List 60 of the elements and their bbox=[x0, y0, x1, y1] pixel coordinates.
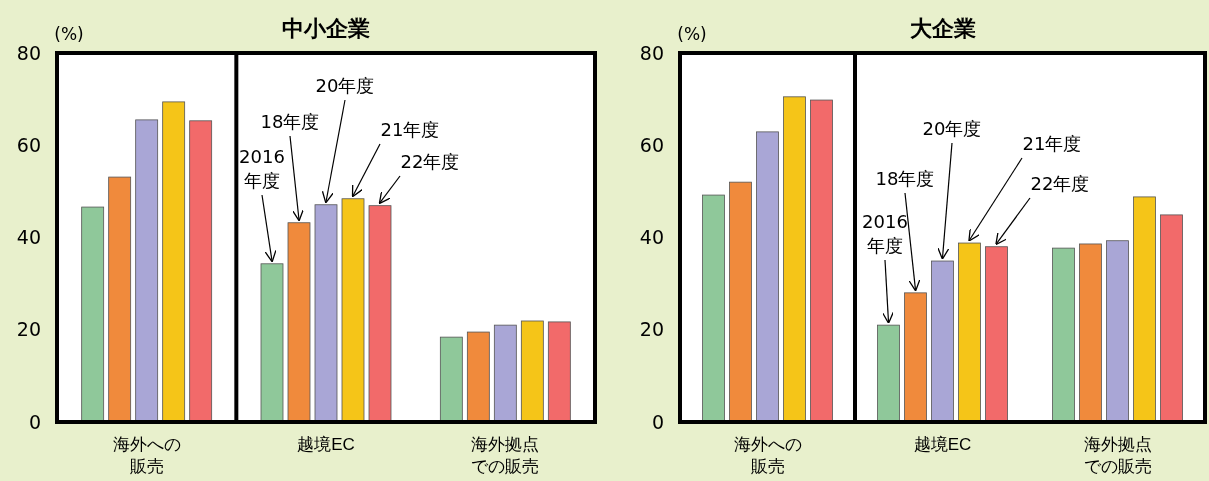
y-tick-label: 40 bbox=[16, 226, 41, 249]
bar bbox=[439, 336, 463, 423]
bar bbox=[162, 101, 186, 423]
text: 21年度 bbox=[380, 119, 440, 140]
bar bbox=[189, 120, 213, 423]
bar bbox=[135, 119, 159, 423]
bar bbox=[547, 321, 571, 423]
text: 18年度 bbox=[875, 168, 935, 189]
text: 2016年度 bbox=[862, 211, 908, 256]
y-tick-label: 80 bbox=[16, 41, 41, 64]
bar bbox=[260, 263, 284, 423]
bar bbox=[729, 181, 752, 423]
text: 21年度 bbox=[1022, 133, 1082, 154]
bar bbox=[493, 324, 517, 423]
bar bbox=[1133, 196, 1156, 423]
text: 18年度 bbox=[260, 111, 320, 132]
bar bbox=[1079, 243, 1102, 423]
x-tick-label: 海外拠点での販売 bbox=[1083, 435, 1152, 476]
y-tick-label: 0 bbox=[28, 410, 41, 433]
bar bbox=[904, 292, 927, 423]
y-tick-label: 40 bbox=[639, 226, 664, 249]
bar bbox=[108, 176, 132, 423]
x-tick-label: 海外への販売 bbox=[733, 435, 802, 476]
y-tick-label: 0 bbox=[651, 410, 664, 433]
chart-title: 大企業 bbox=[909, 16, 976, 41]
bar bbox=[931, 260, 954, 423]
text: 22年度 bbox=[1030, 173, 1090, 194]
chart-title: 中小企業 bbox=[282, 16, 370, 41]
bar bbox=[1052, 247, 1075, 423]
bar bbox=[810, 99, 833, 423]
bar bbox=[756, 131, 779, 423]
bar bbox=[877, 324, 900, 423]
bar bbox=[341, 198, 365, 423]
text: 2016年度 bbox=[239, 146, 285, 191]
y-axis-title: (%) bbox=[677, 24, 707, 44]
y-tick-label: 60 bbox=[16, 133, 41, 156]
bar bbox=[1106, 240, 1129, 423]
y-axis-title: (%) bbox=[54, 24, 84, 44]
x-tick-label: 海外への販売 bbox=[112, 435, 181, 476]
x-tick-label: 海外拠点での販売 bbox=[471, 435, 540, 476]
y-tick-label: 80 bbox=[639, 41, 664, 64]
y-tick-label: 20 bbox=[639, 318, 664, 341]
text: 20年度 bbox=[315, 75, 375, 96]
bar bbox=[702, 194, 725, 423]
bar bbox=[314, 204, 338, 423]
bar bbox=[287, 222, 311, 423]
bar bbox=[368, 205, 392, 423]
bar bbox=[520, 320, 544, 423]
series-label: 22年度 bbox=[400, 151, 460, 172]
x-tick-label: 越境EC bbox=[297, 435, 355, 454]
y-tick-label: 60 bbox=[639, 133, 664, 156]
text: 20年度 bbox=[922, 118, 982, 139]
y-tick-label: 20 bbox=[16, 318, 41, 341]
x-tick-label: 越境EC bbox=[913, 435, 972, 454]
bar bbox=[985, 246, 1008, 423]
bar bbox=[958, 242, 981, 423]
bar bbox=[783, 96, 806, 423]
bar bbox=[1160, 214, 1183, 423]
bar bbox=[466, 331, 490, 423]
bar bbox=[81, 206, 105, 423]
